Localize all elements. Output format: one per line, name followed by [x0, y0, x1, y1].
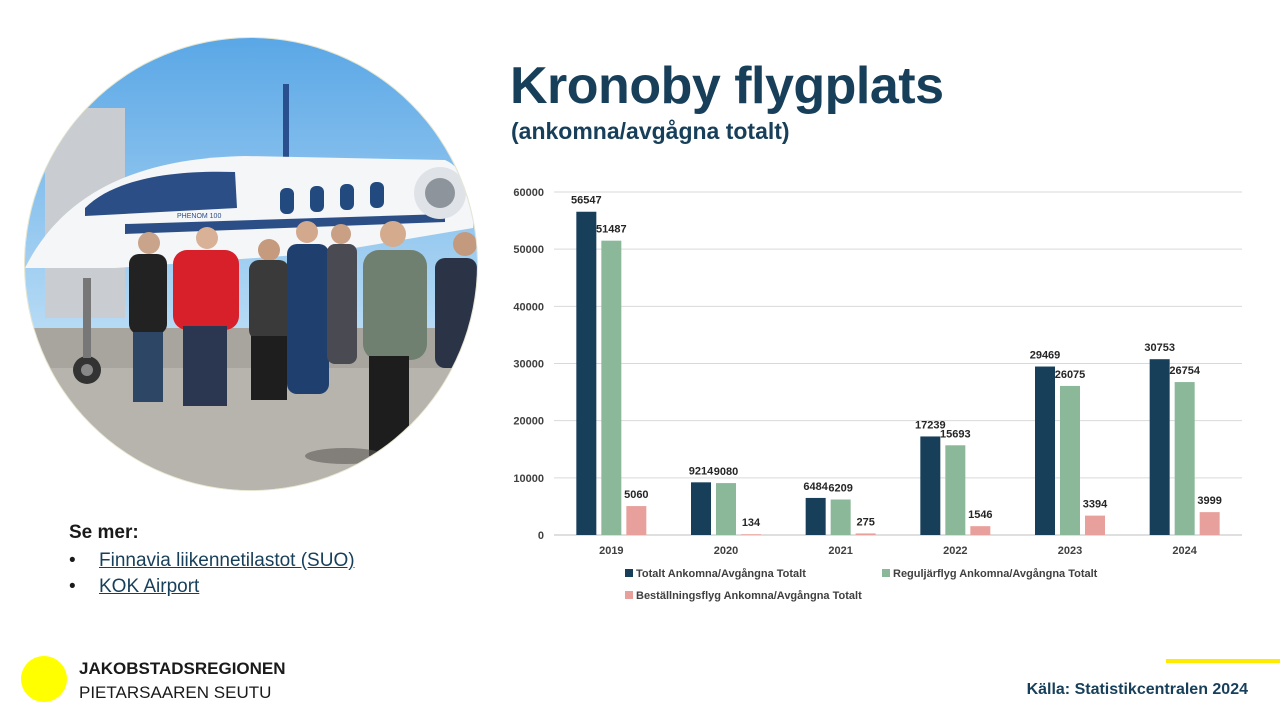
bar	[945, 445, 966, 535]
bar	[1060, 385, 1080, 535]
logo-text-secondary: PIETARSAAREN SEUTU	[79, 683, 272, 702]
data-label: 6209	[828, 483, 852, 495]
data-label: 17239	[915, 419, 946, 431]
y-tick-label: 40000	[513, 301, 544, 313]
see-more-heading: Se mer:	[69, 522, 139, 543]
bar	[741, 534, 761, 535]
y-tick-label: 0	[538, 530, 544, 542]
data-label: 5060	[624, 489, 648, 501]
bullet-icon: •	[69, 576, 76, 597]
list-item: • KOK Airport	[69, 574, 429, 600]
data-label: 15693	[940, 428, 971, 440]
data-label: 1546	[968, 509, 992, 521]
x-tick-label: 2020	[714, 545, 738, 557]
y-tick-label: 10000	[513, 473, 544, 485]
data-label: 275	[856, 516, 874, 528]
data-label: 29469	[1030, 350, 1061, 362]
bar	[805, 497, 826, 535]
bar	[830, 499, 851, 535]
data-label: 9080	[714, 466, 738, 478]
airport-photo-illustration: PHENOM 100	[25, 38, 477, 490]
data-label: 3394	[1083, 499, 1108, 511]
y-tick-label: 50000	[513, 244, 544, 256]
logo-circle-icon	[21, 656, 67, 702]
see-more-list: • Finnavia liikennetilastot (SUO) • KOK …	[69, 548, 429, 600]
y-tick-label: 20000	[513, 416, 544, 428]
data-label: 9214	[689, 465, 714, 477]
y-tick-label: 60000	[513, 187, 544, 199]
data-label: 26754	[1169, 365, 1200, 377]
legend-label: Reguljärflyg Ankomna/Avgångna Totalt	[893, 568, 1098, 580]
source-note: Källa: Statistikcentralen 2024	[1026, 681, 1248, 698]
x-tick-label: 2023	[1058, 545, 1082, 557]
data-label: 56547	[571, 195, 602, 207]
aircraft-label: PHENOM 100	[177, 213, 221, 220]
bar	[1199, 512, 1220, 535]
bar	[920, 436, 941, 535]
data-label: 30753	[1144, 342, 1175, 354]
bar-chart: 0 10000 20000 30000 40000 50000 60000 56547 5148…	[513, 187, 1242, 602]
see-more-section: Se mer: • Finnavia liikennetilastot (SUO…	[69, 522, 429, 600]
x-tick-label: 2022	[943, 545, 967, 557]
x-tick-label: 2024	[1172, 545, 1197, 557]
data-label: 26075	[1055, 369, 1086, 381]
bar	[626, 506, 647, 535]
accent-bar	[1166, 659, 1280, 663]
x-tick-label: 2019	[599, 545, 623, 557]
y-tick-label: 30000	[513, 359, 544, 371]
list-item: • Finnavia liikennetilastot (SUO)	[69, 548, 429, 574]
legend-swatch	[625, 569, 633, 577]
bar	[970, 526, 991, 535]
bar	[1035, 366, 1055, 535]
x-tick-label: 2021	[828, 545, 852, 557]
data-label: 6484	[803, 481, 828, 493]
bar	[716, 483, 736, 535]
bar	[855, 533, 876, 535]
bullet-icon: •	[69, 550, 76, 571]
bar	[1174, 382, 1195, 535]
airport-photo: PHENOM 100	[25, 38, 477, 490]
finnavia-link[interactable]: Finnavia liikennetilastot (SUO)	[99, 550, 355, 571]
page-title: Kronoby flygplats	[510, 57, 944, 115]
legend-swatch	[882, 569, 890, 577]
bar	[576, 211, 597, 535]
data-label: 3999	[1197, 495, 1221, 507]
legend-label: Totalt Ankomna/Avgångna Totalt	[636, 568, 806, 580]
data-label: 51487	[596, 224, 627, 236]
legend-label: Beställningsflyg Ankomna/Avgångna Totalt	[636, 590, 862, 602]
bar	[1149, 359, 1170, 535]
legend-swatch	[625, 591, 633, 599]
logo-text-primary: JAKOBSTADSREGIONEN	[79, 659, 286, 678]
bar	[1085, 515, 1105, 535]
kok-airport-link[interactable]: KOK Airport	[99, 576, 200, 597]
page-subtitle: (ankomna/avgågna totalt)	[511, 118, 790, 144]
data-label: 134	[742, 517, 761, 529]
bar	[691, 482, 711, 535]
bar	[601, 240, 622, 535]
